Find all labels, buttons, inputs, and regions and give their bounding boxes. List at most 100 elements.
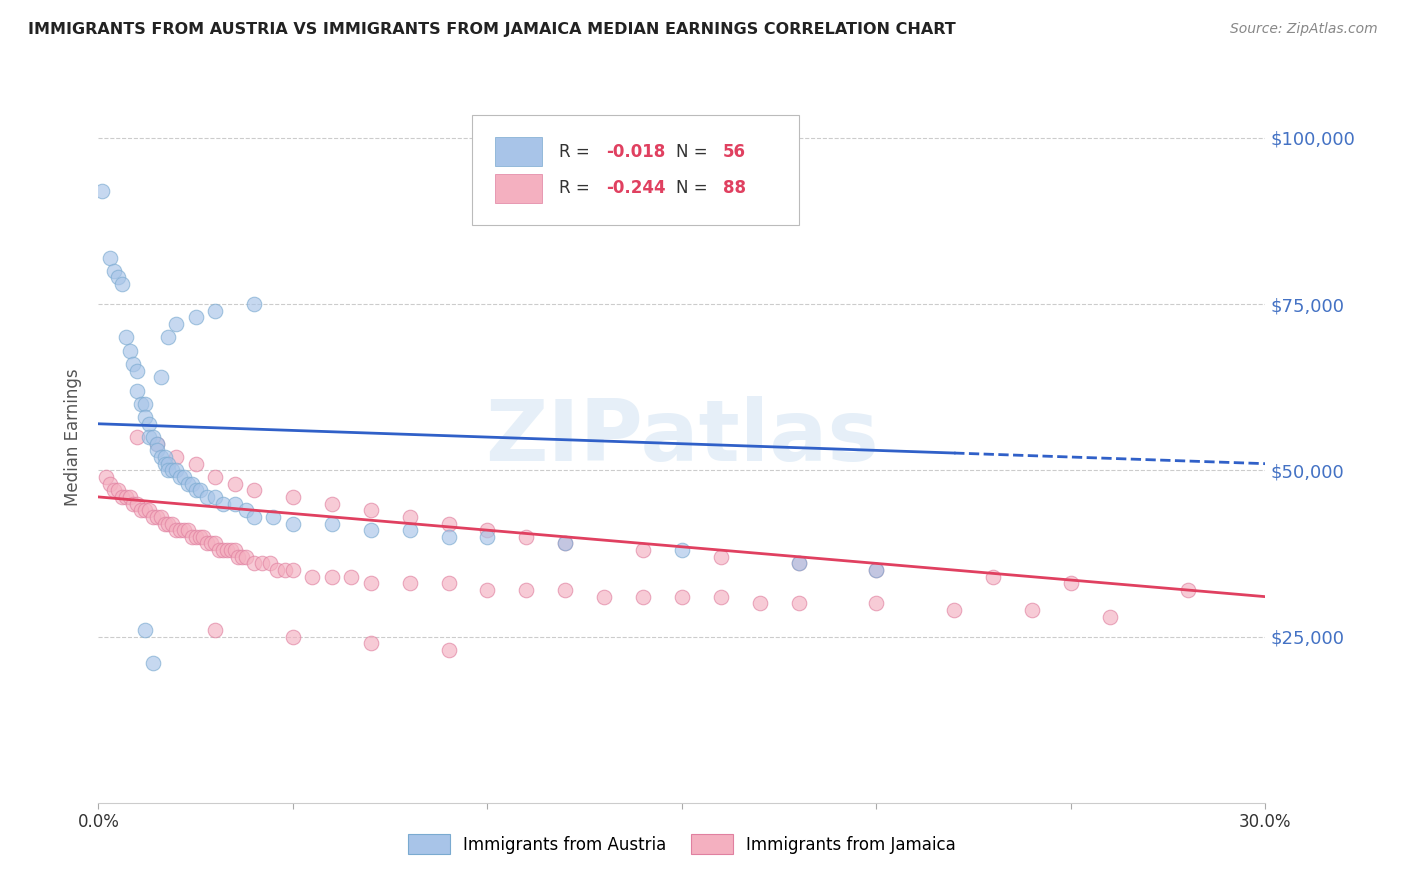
Point [165, 523, 187, 537]
Point [122, 497, 145, 511]
Point [204, 470, 226, 484]
FancyBboxPatch shape [472, 115, 799, 225]
Text: 56: 56 [723, 143, 745, 161]
Point [111, 490, 134, 504]
Point [360, 636, 382, 650]
Point [157, 463, 180, 477]
Point [134, 397, 156, 411]
Point [149, 450, 172, 464]
Point [107, 483, 129, 498]
Point [281, 563, 304, 577]
Point [195, 490, 218, 504]
Point [671, 543, 693, 558]
Point [134, 623, 156, 637]
Point [129, 397, 152, 411]
Legend: Immigrants from Austria, Immigrants from Jamaica: Immigrants from Austria, Immigrants from… [401, 828, 963, 860]
Point [157, 457, 180, 471]
Point [138, 417, 160, 431]
Point [146, 509, 169, 524]
Point [321, 570, 343, 584]
Point [281, 490, 304, 504]
Point [262, 509, 284, 524]
Point [193, 530, 215, 544]
Point [149, 509, 172, 524]
Text: R =: R = [560, 179, 595, 197]
Point [177, 476, 200, 491]
Point [554, 536, 576, 550]
Point [134, 410, 156, 425]
Point [142, 509, 165, 524]
Point [281, 516, 304, 531]
Point [228, 549, 250, 564]
Point [321, 516, 343, 531]
Point [477, 523, 499, 537]
Point [184, 483, 207, 498]
Point [204, 536, 226, 550]
Point [554, 536, 576, 550]
Point [91, 184, 114, 198]
Point [118, 343, 141, 358]
Text: -0.244: -0.244 [606, 179, 665, 197]
Point [162, 516, 184, 531]
Point [340, 570, 363, 584]
FancyBboxPatch shape [495, 137, 541, 167]
Point [1098, 609, 1121, 624]
Point [865, 563, 887, 577]
Point [224, 497, 246, 511]
Point [180, 476, 202, 491]
Point [153, 450, 176, 464]
Point [360, 503, 382, 517]
Point [231, 549, 253, 564]
Point [153, 457, 176, 471]
Point [134, 503, 156, 517]
Point [710, 549, 733, 564]
Point [943, 603, 966, 617]
Point [321, 497, 343, 511]
Point [477, 530, 499, 544]
Point [173, 470, 195, 484]
Point [631, 543, 654, 558]
Point [98, 251, 121, 265]
Text: ZIPatlas: ZIPatlas [485, 395, 879, 479]
Point [437, 576, 460, 591]
Point [200, 536, 222, 550]
Point [165, 317, 187, 331]
Text: -0.018: -0.018 [606, 143, 665, 161]
Point [129, 503, 152, 517]
Point [748, 596, 770, 610]
Point [215, 543, 238, 558]
Point [188, 530, 211, 544]
Point [981, 570, 1004, 584]
Point [437, 530, 460, 544]
Point [204, 623, 226, 637]
Point [142, 430, 165, 444]
Point [96, 470, 118, 484]
Point [710, 590, 733, 604]
Point [212, 497, 235, 511]
Point [127, 363, 149, 377]
Point [184, 530, 207, 544]
Point [865, 596, 887, 610]
Point [127, 430, 149, 444]
Point [437, 516, 460, 531]
Point [1021, 603, 1043, 617]
Point [515, 530, 537, 544]
Point [243, 297, 266, 311]
Point [515, 582, 537, 597]
Point [138, 503, 160, 517]
Point [142, 656, 165, 670]
Point [122, 357, 145, 371]
Point [204, 303, 226, 318]
Point [259, 557, 281, 571]
Point [173, 523, 195, 537]
Text: R =: R = [560, 143, 595, 161]
Point [671, 590, 693, 604]
Point [235, 549, 257, 564]
Point [398, 576, 420, 591]
Point [111, 277, 134, 292]
Point [360, 576, 382, 591]
Point [180, 530, 202, 544]
Point [146, 436, 169, 450]
Point [146, 436, 169, 450]
Point [554, 582, 576, 597]
